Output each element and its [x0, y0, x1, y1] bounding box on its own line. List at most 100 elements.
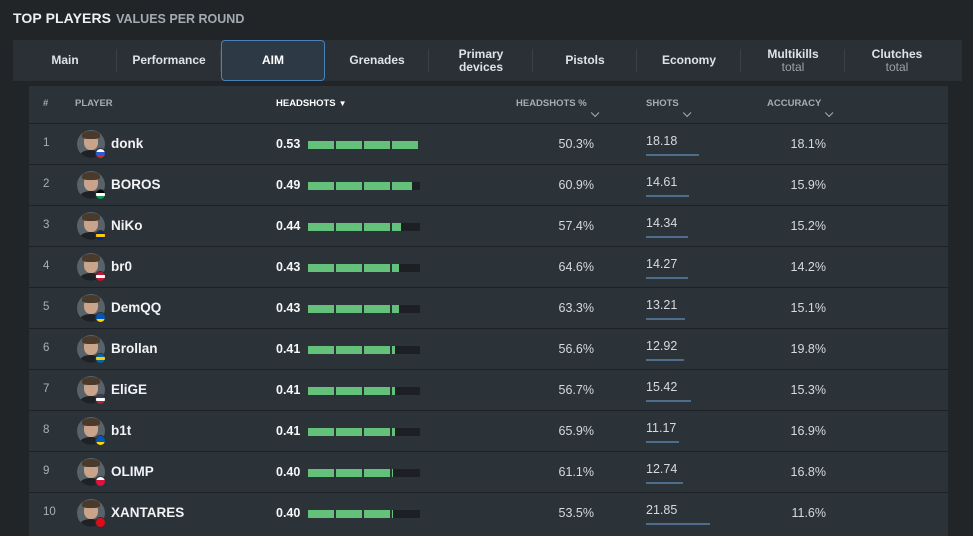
headshots-bar-fill: [308, 305, 399, 313]
headshots-bar: [308, 346, 420, 354]
shots-value: 12.74: [646, 462, 678, 476]
tab-pistols[interactable]: Pistols: [533, 40, 637, 81]
tab-sublabel: total: [885, 59, 909, 74]
headshots-value: 0.49: [276, 178, 301, 192]
player-name[interactable]: DemQQ: [111, 300, 162, 315]
player-name[interactable]: donk: [111, 136, 144, 151]
table-row[interactable]: 2 BOROS 0.49 60.9% 14.61 15.9%: [29, 164, 948, 205]
shots-bar: [646, 400, 692, 402]
country-flag-icon: [95, 476, 106, 487]
rank: 8: [43, 424, 50, 436]
col-accuracy-sort[interactable]: ACCURACY: [767, 98, 834, 118]
table-row[interactable]: 8 b1t 0.41 65.9% 11.17 16.9%: [29, 410, 948, 451]
headshots-bar-fill: [308, 469, 393, 477]
headshots-bar: [308, 428, 420, 436]
shots-value: 14.34: [646, 216, 678, 230]
player-name[interactable]: NiKo: [111, 218, 143, 233]
table-row[interactable]: 3 NiKo 0.44 57.4% 14.34 15.2%: [29, 205, 948, 246]
tab-economy[interactable]: Economy: [637, 40, 741, 81]
headshots-pct-value: 61.1%: [558, 465, 594, 479]
table-row[interactable]: 9 OLIMP 0.40 61.1% 12.74 16.8%: [29, 451, 948, 492]
accuracy-value: 19.8%: [790, 342, 826, 356]
headshots-pct-value: 64.6%: [558, 260, 594, 274]
rank: 5: [43, 301, 50, 313]
headshots-bar: [308, 510, 420, 518]
page-title: TOP PLAYERS: [13, 10, 112, 26]
tab-primary-devices[interactable]: Primary devices: [429, 40, 533, 81]
col-shots-label: SHOTS: [646, 98, 679, 109]
col-shots-sort[interactable]: SHOTS: [646, 98, 692, 118]
headshots-bar-fill: [308, 182, 412, 190]
tab-label: Multikills: [767, 46, 819, 61]
shots-bar: [646, 236, 688, 238]
tab-label: Main: [51, 53, 79, 67]
player-avatar: [77, 130, 105, 158]
headshots-bar-fill: [308, 346, 395, 354]
table-header: # PLAYER HEADSHOTS ▼ HEADSHOTS % SHOTS AC…: [29, 86, 948, 123]
headshots-bar: [308, 469, 420, 477]
col-rank: #: [43, 98, 49, 109]
accuracy-value: 18.1%: [790, 137, 826, 151]
headshots-bar: [308, 264, 420, 272]
country-flag-icon: [95, 148, 106, 159]
player-name[interactable]: Brollan: [111, 341, 158, 356]
player-name[interactable]: EliGE: [111, 382, 148, 397]
player-name[interactable]: br0: [111, 259, 133, 274]
headshots-bar-fill: [308, 387, 395, 395]
headshots-value: 0.43: [276, 301, 301, 315]
player-name[interactable]: XANTARES: [111, 505, 185, 520]
table-row[interactable]: 1 donk 0.53 50.3% 18.18 18.1%: [29, 123, 948, 164]
shots-bar: [646, 441, 679, 443]
rank: 3: [43, 219, 50, 231]
tab-clutches[interactable]: Clutches total: [845, 40, 949, 81]
accuracy-value: 15.9%: [790, 178, 826, 192]
table-row[interactable]: 4 br0 0.43 64.6% 14.27 14.2%: [29, 246, 948, 287]
shots-bar: [646, 318, 685, 320]
col-headshots-pct-sort[interactable]: HEADSHOTS %: [516, 98, 600, 118]
shots-value: 18.18: [646, 134, 678, 148]
accuracy-value: 16.8%: [790, 465, 826, 479]
accuracy-value: 16.9%: [790, 424, 826, 438]
col-player: PLAYER: [75, 98, 113, 109]
player-avatar: [77, 294, 105, 322]
headshots-bar-fill: [308, 428, 395, 436]
tab-performance[interactable]: Performance: [117, 40, 221, 81]
tab-multikills[interactable]: Multikills total: [741, 40, 845, 81]
country-flag-icon: [95, 271, 106, 282]
tab-aim[interactable]: AIM: [221, 40, 325, 81]
shots-value: 11.17: [646, 421, 677, 435]
rank: 9: [43, 465, 50, 477]
headshots-value: 0.40: [276, 465, 301, 479]
page-subtitle: VALUES PER ROUND: [116, 12, 245, 26]
tab-label: Economy: [661, 53, 716, 67]
accuracy-value: 15.3%: [790, 383, 826, 397]
rank: 2: [43, 178, 50, 190]
headshots-bar: [308, 141, 420, 149]
accuracy-value: 15.1%: [790, 301, 826, 315]
headshots-value: 0.41: [276, 342, 301, 356]
col-headshots-sort[interactable]: HEADSHOTS ▼: [276, 98, 347, 109]
page-header: TOP PLAYERS VALUES PER ROUND: [13, 10, 244, 30]
table-row[interactable]: 10 XANTARES 0.40 53.5% 21.85 11.6%: [29, 492, 948, 533]
tab-main[interactable]: Main: [13, 40, 117, 81]
headshots-pct-value: 60.9%: [558, 178, 594, 192]
table-row[interactable]: 7 EliGE 0.41 56.7% 15.42 15.3%: [29, 369, 948, 410]
shots-bar: [646, 482, 684, 484]
player-name[interactable]: BOROS: [111, 177, 161, 192]
table-row[interactable]: 5 DemQQ 0.43 63.3% 13.21 15.1%: [29, 287, 948, 328]
accuracy-value: 15.2%: [790, 219, 826, 233]
headshots-value: 0.40: [276, 506, 301, 520]
tab-label: Pistols: [565, 53, 605, 67]
col-headshots-label: HEADSHOTS: [276, 98, 336, 109]
shots-value: 14.61: [646, 175, 678, 189]
headshots-pct-value: 56.6%: [558, 342, 594, 356]
headshots-value: 0.41: [276, 424, 301, 438]
player-name[interactable]: b1t: [111, 423, 132, 438]
table-row[interactable]: 6 Brollan 0.41 56.6% 12.92 19.8%: [29, 328, 948, 369]
player-name[interactable]: OLIMP: [111, 464, 154, 479]
tab-grenades[interactable]: Grenades: [325, 40, 429, 81]
headshots-value: 0.53: [276, 137, 301, 151]
country-flag-icon: [95, 312, 106, 323]
headshots-pct-value: 53.5%: [558, 506, 594, 520]
rank: 10: [43, 506, 56, 518]
